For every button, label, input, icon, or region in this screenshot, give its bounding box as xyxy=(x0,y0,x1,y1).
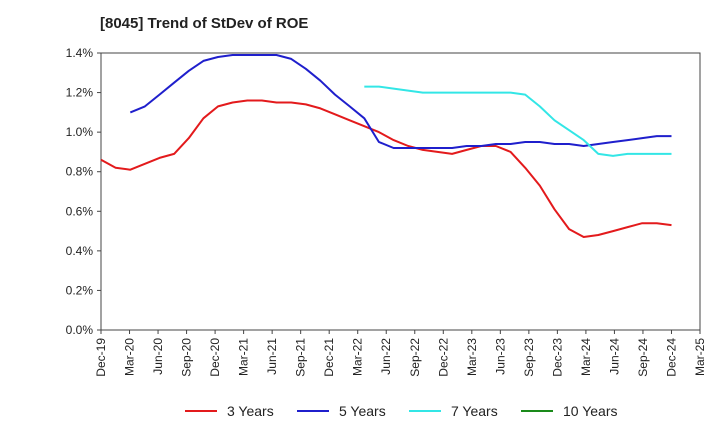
x-tick-label: Jun-20 xyxy=(151,338,165,375)
x-tick-label: Mar-24 xyxy=(579,338,593,376)
x-tick-label: Jun-22 xyxy=(379,338,393,375)
legend-label: 10 Years xyxy=(563,403,618,419)
plot-area xyxy=(100,52,701,331)
legend-label: 5 Years xyxy=(339,403,386,419)
legend-item: 5 Years xyxy=(297,403,386,419)
x-tick-label: Mar-25 xyxy=(693,338,707,376)
tick-labels: 0.0% 0.2% 0.4% 0.6% 0.8% 1.0% 1.2% 1.4% Dec-19 Ma… xyxy=(66,46,707,377)
x-tick-label: Dec-21 xyxy=(322,338,336,377)
legend-swatch xyxy=(521,410,553,412)
legend-item: 7 Years xyxy=(409,403,498,419)
x-tick-label: Dec-19 xyxy=(94,338,108,377)
legend-swatch xyxy=(409,410,441,412)
legend-item: 10 Years xyxy=(521,403,618,419)
legend-swatch xyxy=(297,410,329,412)
x-tick-label: Sep-22 xyxy=(408,338,422,377)
y-tick-label: 0.6% xyxy=(66,204,94,218)
y-tick-label: 0.4% xyxy=(66,244,94,258)
axes xyxy=(97,52,701,334)
y-tick-label: 1.4% xyxy=(66,46,94,60)
x-tick-label: Sep-24 xyxy=(636,338,650,377)
x-tick-label: Dec-24 xyxy=(664,338,678,377)
series-line-3-years xyxy=(100,99,672,238)
x-tick-label: Dec-20 xyxy=(208,338,222,377)
series-lines xyxy=(100,54,672,238)
x-tick-label: Mar-21 xyxy=(237,338,251,376)
y-tick-label: 0.8% xyxy=(66,165,94,179)
x-tick-label: Sep-23 xyxy=(522,338,536,377)
y-tick-label: 0.0% xyxy=(66,323,94,337)
legend-label: 7 Years xyxy=(451,403,498,419)
x-tick-label: Mar-22 xyxy=(351,338,365,376)
y-tick-label: 1.2% xyxy=(66,86,94,100)
x-tick-label: Sep-20 xyxy=(180,338,194,377)
legend-item: 3 Years xyxy=(185,403,274,419)
legend-label: 3 Years xyxy=(227,403,274,419)
y-tick-label: 1.0% xyxy=(66,125,94,139)
chart-title: [8045] Trend of StDev of ROE xyxy=(100,15,309,32)
x-tick-label: Mar-23 xyxy=(465,338,479,376)
y-tick-label: 0.2% xyxy=(66,283,94,297)
x-tick-label: Dec-22 xyxy=(436,338,450,377)
x-tick-label: Jun-24 xyxy=(607,338,621,375)
x-tick-label: Sep-21 xyxy=(294,338,308,377)
x-tick-label: Dec-23 xyxy=(550,338,564,377)
series-line-5-years xyxy=(129,54,672,149)
x-tick-label: Jun-21 xyxy=(265,338,279,375)
x-tick-label: Mar-20 xyxy=(123,338,137,376)
legend-swatch xyxy=(185,410,217,412)
x-tick-label: Jun-23 xyxy=(493,338,507,375)
legend: 3 Years 5 Years 7 Years 10 Years xyxy=(0,403,720,423)
series-line-7-years xyxy=(364,85,672,157)
